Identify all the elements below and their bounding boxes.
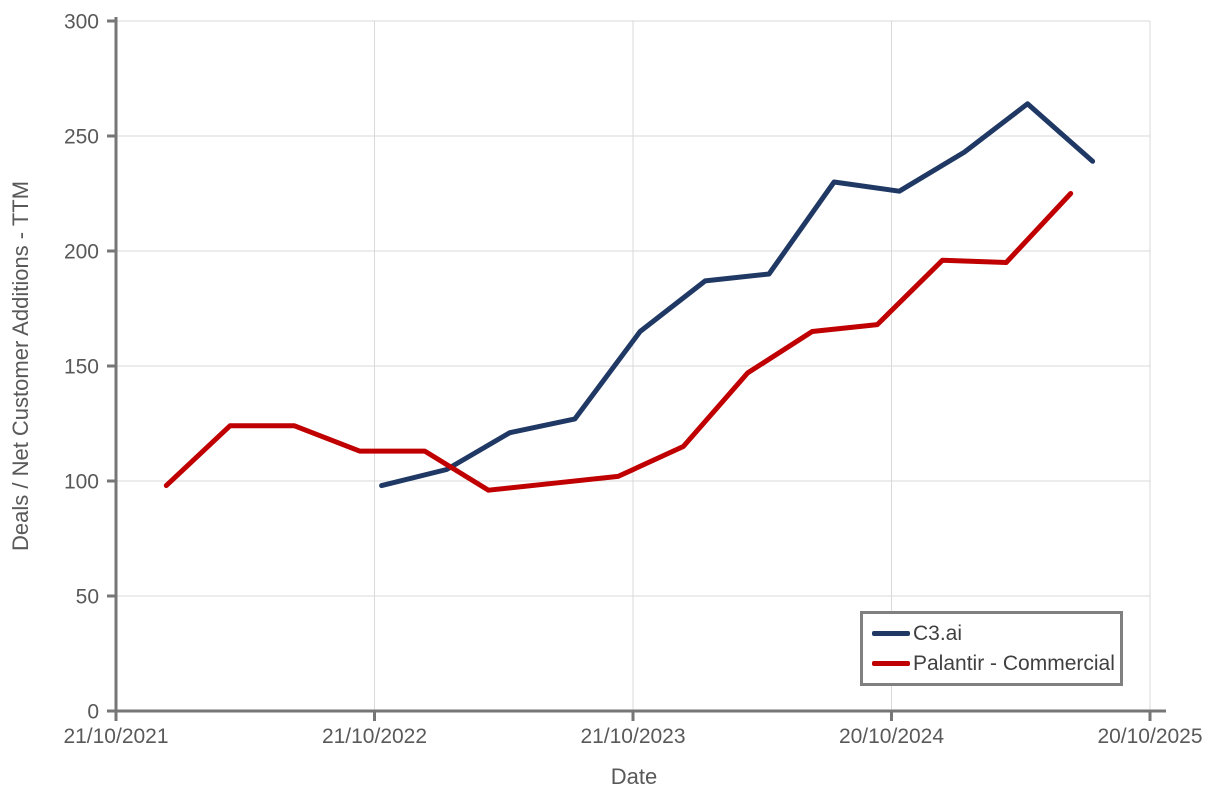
x-tick-label: 21/10/2023 <box>580 725 685 748</box>
x-tick-label: 20/10/2025 <box>1097 725 1202 748</box>
x-axis-title: Date <box>611 764 657 789</box>
y-tick-label: 150 <box>64 356 99 379</box>
y-tick-label: 100 <box>64 471 99 494</box>
series-layer <box>163 101 1096 493</box>
grid-layer <box>116 20 1151 711</box>
legend-item-palantir-commercial: Palantir - Commercial <box>872 652 1120 675</box>
axis-layer: 0 50 100 150 200 250 300 21/10/2021 21/10/2022 21… <box>63 11 1202 749</box>
y-axis-title: Deals / Net Customer Additions - TTM <box>8 181 33 551</box>
y-tick-label: 250 <box>64 126 99 149</box>
legend: C3.ai Palantir - Commercial <box>860 611 1123 686</box>
c3ai-line-swatch-icon <box>872 630 910 636</box>
legend-item-c3ai: C3.ai <box>872 622 1120 645</box>
series-line-palantir-commercial <box>163 191 1074 493</box>
y-tick-label: 300 <box>64 11 99 34</box>
x-tick-label: 20/10/2024 <box>839 725 944 748</box>
y-tick-label: 0 <box>87 701 99 724</box>
palantir-line-swatch-icon <box>872 661 910 667</box>
x-tick-label: 21/10/2022 <box>322 725 427 748</box>
legend-label-palantir-commercial: Palantir - Commercial <box>913 652 1115 676</box>
x-tick-label: 21/10/2021 <box>63 725 168 748</box>
y-tick-label: 200 <box>64 241 99 264</box>
y-tick-label: 50 <box>76 586 99 609</box>
legend-label-c3ai: C3.ai <box>913 621 963 645</box>
series-line-c3-ai <box>379 101 1096 489</box>
